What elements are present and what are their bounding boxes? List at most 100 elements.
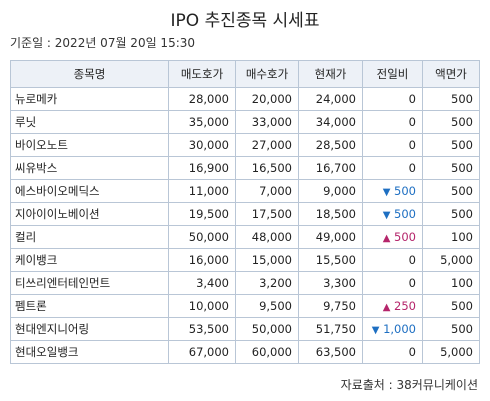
current-price: 24,000 xyxy=(298,87,363,111)
ask-price: 11,000 xyxy=(168,179,236,203)
change-value: 1,000 xyxy=(383,322,416,336)
bid-price: 9,500 xyxy=(235,294,299,318)
table-row: 티쓰리엔터테인먼트 3,400 3,200 3,300 0 100 xyxy=(10,271,480,295)
ask-price: 28,000 xyxy=(168,87,236,111)
bid-price: 17,500 xyxy=(235,202,299,226)
stock-name: 현대엔지니어링 xyxy=(10,317,169,341)
change-value: 0 xyxy=(408,161,416,175)
current-price: 9,000 xyxy=(298,179,363,203)
change-cell: 0 xyxy=(362,87,423,111)
table-row: 현대엔지니어링 53,500 50,000 51,750 ▼ 1,000 500 xyxy=(10,317,480,341)
table-row: 케이뱅크 16,000 15,000 15,500 0 5,000 xyxy=(10,248,480,272)
up-arrow-icon: ▲ xyxy=(382,233,391,244)
stock-name: 컬리 xyxy=(10,225,169,249)
change-cell: ▼ 1,000 xyxy=(362,317,423,341)
down-arrow-icon: ▼ xyxy=(371,325,380,336)
bid-price: 7,000 xyxy=(235,179,299,203)
col-header-name: 종목명 xyxy=(10,60,169,88)
down-arrow-icon: ▼ xyxy=(382,210,391,221)
change-cell: ▲ 500 xyxy=(362,225,423,249)
bid-price: 50,000 xyxy=(235,317,299,341)
change-value: 250 xyxy=(394,299,416,313)
ask-price: 67,000 xyxy=(168,340,236,364)
current-price: 51,750 xyxy=(298,317,363,341)
bid-price: 20,000 xyxy=(235,87,299,111)
ask-price: 3,400 xyxy=(168,271,236,295)
table-header-row: 종목명 매도호가 매수호가 현재가 전일비 액면가 xyxy=(10,60,480,88)
change-value: 0 xyxy=(408,115,416,129)
change-cell: 0 xyxy=(362,271,423,295)
table-row: 펨트론 10,000 9,500 9,750 ▲ 250 500 xyxy=(10,294,480,318)
col-header-bid: 매수호가 xyxy=(235,60,299,88)
change-value: 0 xyxy=(408,138,416,152)
change-value: 0 xyxy=(408,92,416,106)
bid-price: 27,000 xyxy=(235,133,299,157)
ask-price: 16,900 xyxy=(168,156,236,180)
table-row: 씨유박스 16,900 16,500 16,700 0 500 xyxy=(10,156,480,180)
current-price: 18,500 xyxy=(298,202,363,226)
ask-price: 35,000 xyxy=(168,110,236,134)
col-header-price: 현재가 xyxy=(298,60,363,88)
bid-price: 33,000 xyxy=(235,110,299,134)
col-header-change: 전일비 xyxy=(362,60,423,88)
base-date: 기준일 : 2022년 07월 20일 15:30 xyxy=(10,36,196,50)
col-header-ask: 매도호가 xyxy=(168,60,236,88)
col-header-par: 액면가 xyxy=(422,60,480,88)
par-value: 500 xyxy=(422,317,480,341)
source-note: 자료출처 : 38커뮤니케이션 xyxy=(340,378,478,392)
stock-name: 지아이이노베이션 xyxy=(10,202,169,226)
change-cell: 0 xyxy=(362,110,423,134)
par-value: 5,000 xyxy=(422,248,480,272)
stock-name: 현대오일뱅크 xyxy=(10,340,169,364)
current-price: 63,500 xyxy=(298,340,363,364)
ask-price: 16,000 xyxy=(168,248,236,272)
change-cell: ▼ 500 xyxy=(362,202,423,226)
current-price: 3,300 xyxy=(298,271,363,295)
par-value: 500 xyxy=(422,133,480,157)
change-cell: 0 xyxy=(362,248,423,272)
change-cell: 0 xyxy=(362,133,423,157)
bid-price: 15,000 xyxy=(235,248,299,272)
table-row: 현대오일뱅크 67,000 60,000 63,500 0 5,000 xyxy=(10,340,480,364)
current-price: 28,500 xyxy=(298,133,363,157)
bid-price: 3,200 xyxy=(235,271,299,295)
change-value: 0 xyxy=(408,253,416,267)
down-arrow-icon: ▼ xyxy=(382,187,391,198)
change-cell: ▼ 500 xyxy=(362,179,423,203)
bid-price: 60,000 xyxy=(235,340,299,364)
stock-name: 케이뱅크 xyxy=(10,248,169,272)
par-value: 5,000 xyxy=(422,340,480,364)
stock-name: 펨트론 xyxy=(10,294,169,318)
current-price: 34,000 xyxy=(298,110,363,134)
ask-price: 10,000 xyxy=(168,294,236,318)
price-table: 종목명 매도호가 매수호가 현재가 전일비 액면가 뉴로메카 28,000 20,0… xyxy=(10,60,480,364)
par-value: 500 xyxy=(422,179,480,203)
ask-price: 50,000 xyxy=(168,225,236,249)
ask-price: 30,000 xyxy=(168,133,236,157)
par-value: 500 xyxy=(422,110,480,134)
stock-name: 루닛 xyxy=(10,110,169,134)
current-price: 16,700 xyxy=(298,156,363,180)
change-cell: 0 xyxy=(362,340,423,364)
change-value: 500 xyxy=(394,230,416,244)
page-title: IPO 추진종목 시세표 xyxy=(170,11,320,31)
change-value: 500 xyxy=(394,184,416,198)
table-row: 컬리 50,000 48,000 49,000 ▲ 500 100 xyxy=(10,225,480,249)
stock-name: 씨유박스 xyxy=(10,156,169,180)
stock-name: 에스바이오메딕스 xyxy=(10,179,169,203)
stock-name: 티쓰리엔터테인먼트 xyxy=(10,271,169,295)
par-value: 100 xyxy=(422,271,480,295)
change-value: 0 xyxy=(408,276,416,290)
bid-price: 16,500 xyxy=(235,156,299,180)
change-cell: ▲ 250 xyxy=(362,294,423,318)
ask-price: 19,500 xyxy=(168,202,236,226)
par-value: 500 xyxy=(422,156,480,180)
table-row: 루닛 35,000 33,000 34,000 0 500 xyxy=(10,110,480,134)
table-row: 바이오노트 30,000 27,000 28,500 0 500 xyxy=(10,133,480,157)
par-value: 100 xyxy=(422,225,480,249)
current-price: 9,750 xyxy=(298,294,363,318)
par-value: 500 xyxy=(422,87,480,111)
current-price: 49,000 xyxy=(298,225,363,249)
stock-name: 뉴로메카 xyxy=(10,87,169,111)
bid-price: 48,000 xyxy=(235,225,299,249)
